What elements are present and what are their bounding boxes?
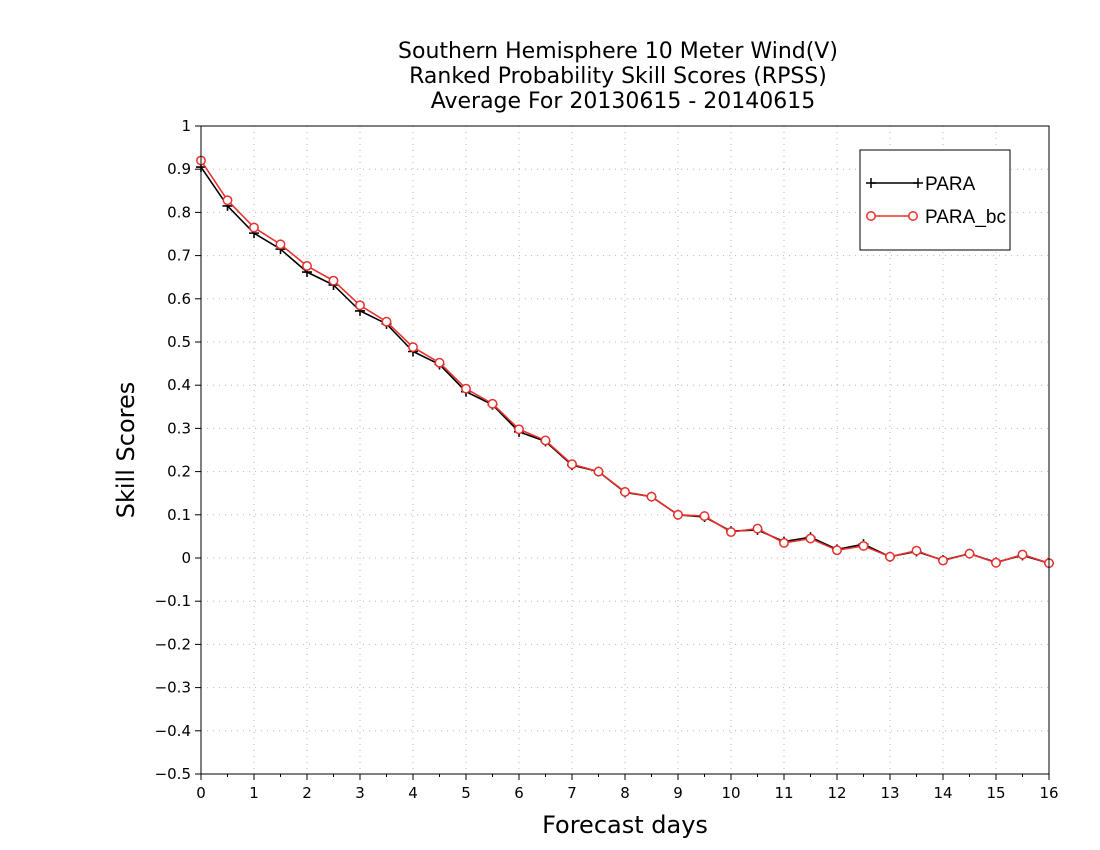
x-axis-label: Forecast days: [542, 811, 708, 839]
series-para-bc: [196, 155, 1054, 569]
x-tick-label: 14: [933, 784, 952, 802]
y-tick-label: 1: [181, 117, 191, 135]
data-point-para-bc: [593, 466, 604, 477]
data-point-para-bc: [964, 548, 975, 559]
y-tick-label: 0.7: [167, 247, 191, 265]
x-tick-label: 0: [196, 784, 206, 802]
data-point-para-bc: [461, 383, 471, 394]
x-tick-label: 8: [620, 784, 630, 802]
data-point-para-bc: [1017, 549, 1028, 560]
chart-title-line-2: Ranked Probability Skill Scores (RPSS): [409, 64, 827, 89]
data-point-para-bc: [991, 557, 1001, 568]
data-point-para-bc: [302, 261, 312, 271]
legend-marker-para-bc-start: [866, 211, 876, 221]
data-point-para-bc: [355, 300, 365, 311]
data-point-para-bc: [646, 491, 657, 502]
data-point-para-bc: [938, 555, 948, 566]
y-tick-label: −0.4: [155, 722, 191, 740]
x-tick-label: 11: [774, 784, 793, 802]
data-point-para-bc: [249, 222, 259, 233]
y-axis-label: Skill Scores: [112, 382, 140, 519]
data-point-para-bc: [514, 424, 524, 435]
y-tick-label: 0.6: [167, 290, 191, 308]
y-tick-label: −0.5: [155, 765, 191, 783]
data-point-para-bc: [540, 435, 551, 446]
data-point-para-bc: [487, 398, 498, 409]
legend-marker-para-bc-end: [908, 211, 918, 221]
data-point-para-bc: [328, 275, 339, 286]
data-point-para-bc: [222, 195, 233, 206]
x-tick-label: 16: [1039, 784, 1058, 802]
data-point-para-bc: [885, 551, 895, 562]
x-tick-label: 9: [673, 784, 683, 802]
axis-ticks: 0 1 2 3 4 5 6 7 8 9 10 11 12 13 14 15 16−0.5−0.4−0.3−0.2…: [155, 117, 1059, 802]
data-point-para-bc: [673, 509, 683, 520]
data-point-para-bc: [381, 316, 392, 327]
grid-lines: [201, 126, 1049, 774]
data-point-para-bc: [779, 537, 789, 548]
x-tick-label: 4: [408, 784, 418, 802]
data-point-para-bc: [805, 533, 816, 544]
legend-box: [859, 149, 1011, 251]
y-tick-label: 0.8: [167, 203, 191, 221]
y-tick-label: 0.5: [167, 333, 191, 351]
legend-marker-para: [866, 178, 923, 188]
data-point-para-bc: [726, 527, 736, 538]
legend-label-para-bc: PARA_bc: [925, 207, 1006, 228]
y-tick-label: −0.1: [155, 592, 191, 610]
x-tick-label: 10: [721, 784, 740, 802]
chart-title-line-3: Average For 20130615 - 20140615: [431, 89, 816, 114]
chart-title-line-1: Southern Hemisphere 10 Meter Wind(V): [398, 39, 838, 64]
x-tick-label: 7: [567, 784, 577, 802]
data-point-para-bc: [858, 540, 869, 551]
y-tick-label: 0.2: [167, 463, 191, 481]
data-point-para-bc: [911, 545, 922, 556]
y-tick-label: 0: [181, 549, 191, 567]
x-tick-label: 3: [355, 784, 365, 802]
y-tick-label: −0.2: [155, 635, 191, 653]
y-tick-label: −0.3: [155, 679, 191, 697]
legend-label-para: PARA: [925, 174, 976, 195]
legend: PARA PARA_bc: [859, 149, 1011, 251]
x-tick-label: 1: [249, 784, 259, 802]
x-tick-label: 12: [827, 784, 846, 802]
data-point-para-bc: [699, 511, 710, 522]
plot-frame: [200, 125, 1050, 775]
y-tick-label: 0.9: [167, 160, 191, 178]
x-tick-label: 15: [986, 784, 1005, 802]
data-point-para-bc: [408, 342, 418, 353]
y-tick-label: 0.3: [167, 419, 191, 437]
x-tick-label: 2: [302, 784, 312, 802]
data-point-para-bc: [832, 545, 842, 556]
data-point-para-bc: [567, 459, 577, 470]
chart-title: Southern Hemisphere 10 Meter Wind(V) Ran…: [398, 39, 838, 114]
data-point-para-bc: [434, 357, 445, 368]
x-tick-label: 6: [514, 784, 524, 802]
data-point-para-bc: [275, 239, 286, 250]
data-point-para-bc: [620, 486, 630, 497]
y-tick-label: 0.4: [167, 376, 191, 394]
y-tick-label: 0.1: [167, 506, 191, 524]
data-point-para-bc: [752, 523, 763, 534]
x-tick-label: 5: [461, 784, 471, 802]
x-tick-label: 13: [880, 784, 899, 802]
data-series: [196, 155, 1054, 569]
